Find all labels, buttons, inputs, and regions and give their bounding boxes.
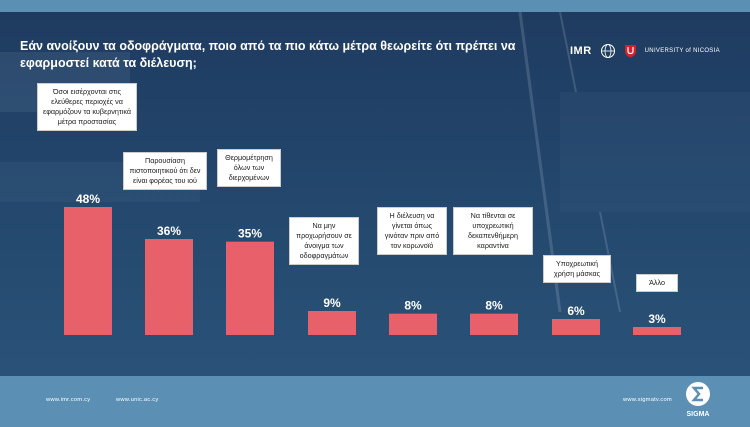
bar-5	[389, 313, 437, 335]
category-label-5: Η διέλευση να γίνεται όπως γινόταν πριν …	[377, 207, 447, 255]
value-label-3: 35%	[238, 227, 262, 241]
logos: IMR UNIVERSITY of NICOSIA	[570, 40, 720, 62]
bar-4	[308, 311, 356, 335]
footer-link-unic[interactable]: www.unic.ac.cy	[116, 397, 159, 403]
globe-icon	[600, 44, 615, 58]
chart-title: Εάν ανοίξουν τα οδοφράγματα, ποιο από τα…	[20, 39, 516, 70]
value-label-6: 8%	[485, 299, 503, 313]
chart-slide: Εάν ανοίξουν τα οδοφράγματα, ποιο από τα…	[0, 12, 750, 376]
category-label-6: Να τίθενται σε υποχρεωτική δεκαπενθήμερη…	[453, 207, 533, 255]
footer-link-imr[interactable]: www.imr.com.cy	[46, 397, 91, 403]
value-label-2: 36%	[157, 224, 181, 238]
category-label-4: Να μην προχωρήσουν σε άνοιγμα των οδοφρα…	[289, 217, 359, 265]
bar-8	[633, 327, 681, 335]
value-label-8: 3%	[648, 312, 666, 326]
category-label-3: Θερμομέτρηση όλων των διερχομένων	[217, 149, 281, 187]
value-label-1: 48%	[76, 192, 100, 206]
top-band	[0, 0, 750, 12]
sigma-logo-text: SIGMA	[687, 411, 710, 418]
value-label-4: 9%	[323, 296, 341, 310]
footer-link-sigma[interactable]: www.sigmatv.com	[623, 397, 672, 403]
value-label-7: 6%	[567, 304, 585, 318]
category-label-2: Παρουσίαση πιστοποιητικού ότι δεν είναι …	[123, 152, 207, 190]
footer-band: www.imr.com.cy www.unic.ac.cy www.sigmat…	[0, 376, 750, 427]
value-label-5: 8%	[404, 299, 422, 313]
bar-6	[470, 313, 518, 335]
category-label-1: Όσοι εισέρχονται στις ελεύθερες περιοχές…	[37, 83, 137, 131]
bar-2	[145, 239, 193, 335]
bar-1	[64, 207, 112, 335]
bar-7	[552, 319, 600, 335]
imr-logo: IMR	[570, 45, 592, 57]
unic-shield-icon	[624, 45, 636, 58]
category-label-8: Άλλο	[636, 274, 678, 292]
sigma-logo: SIGMA	[686, 382, 710, 418]
bar-3	[226, 241, 274, 335]
category-label-7: Υποχρεωτική χρήση μάσκας	[543, 255, 611, 283]
bar-chart: 48% 36% 35% 9% 8% 8% 6% 3%	[64, 192, 681, 335]
unic-logo-text: UNIVERSITY of NICOSIA	[644, 48, 720, 54]
